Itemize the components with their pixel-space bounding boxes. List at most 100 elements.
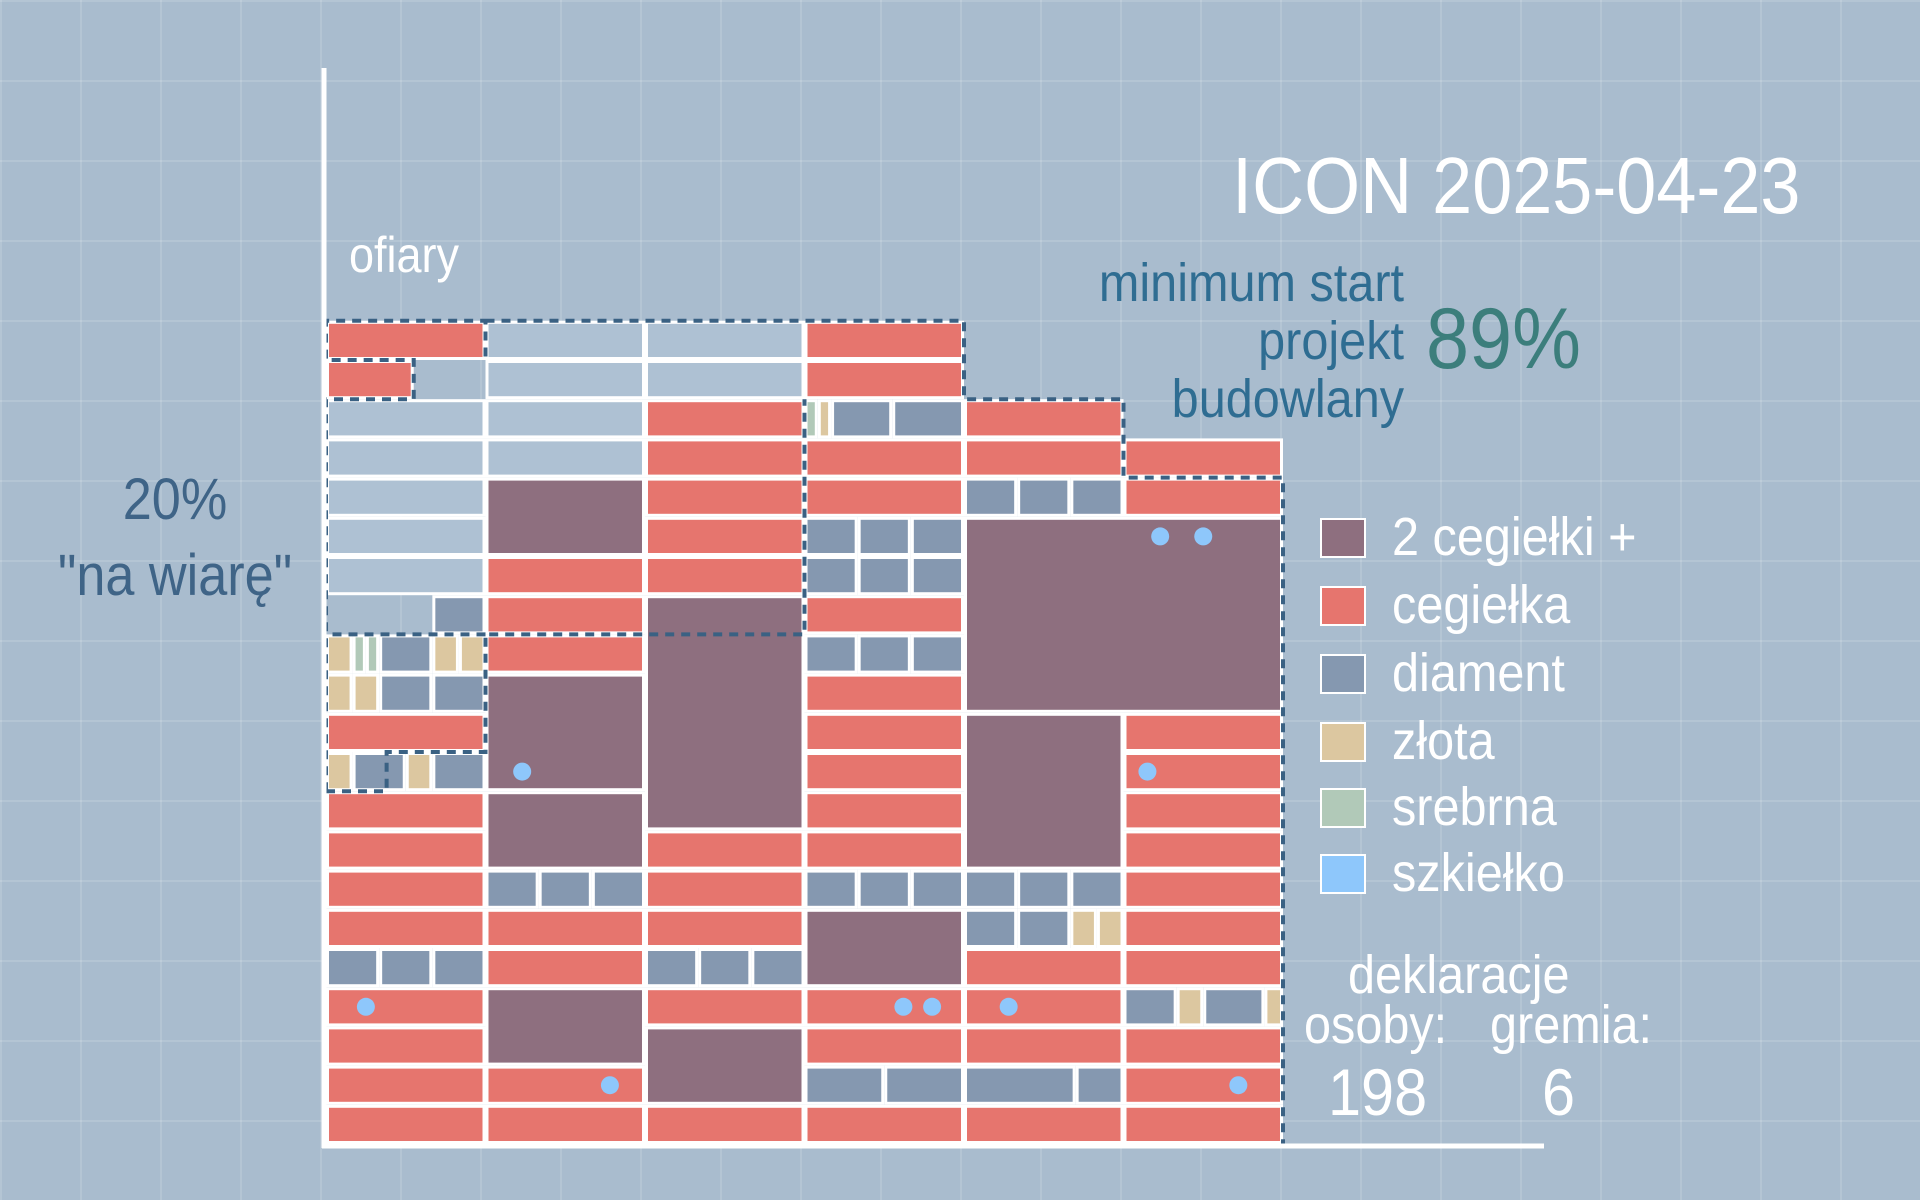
block-brick [326, 1104, 486, 1145]
faith-percent: 20% [122, 467, 228, 532]
block-brick [645, 438, 805, 478]
block-brick [804, 595, 964, 635]
block-brick [645, 556, 805, 596]
block-gold [352, 673, 380, 713]
block-empty [485, 438, 645, 478]
chart-title: ICON 2025-04-23 [1231, 141, 1800, 230]
block-brick [964, 438, 1124, 478]
block-gold [1264, 987, 1284, 1027]
block-brick [326, 830, 486, 870]
block-brick [326, 320, 486, 360]
block-gold [1176, 987, 1204, 1027]
block-gold [326, 752, 353, 792]
block-brick [804, 360, 964, 400]
persons-label: osoby: [1304, 995, 1448, 1055]
groups-count: 6 [1542, 1055, 1576, 1129]
block-brick [645, 477, 805, 517]
block-brick [804, 830, 964, 870]
block-brick [804, 438, 964, 478]
block-brick [1123, 830, 1283, 870]
block-brick [804, 712, 964, 752]
block-empty [645, 320, 805, 360]
block-brick [1123, 438, 1283, 478]
block-diamond [538, 869, 592, 909]
block-diamond [857, 516, 911, 556]
block-two-bricks [485, 477, 645, 557]
block-diamond [1017, 477, 1071, 517]
block-diamond [804, 634, 858, 674]
chart-cells [326, 320, 1284, 1145]
block-brick [1123, 908, 1283, 948]
legend-label: diament [1392, 643, 1565, 703]
block-brick [645, 869, 805, 909]
block-brick [485, 948, 645, 988]
block-gold [405, 752, 433, 792]
block-diamond [1075, 1065, 1124, 1105]
block-two-bricks [645, 1026, 805, 1105]
block-diamond [352, 752, 406, 792]
legend-swatch-gold [1320, 722, 1366, 762]
block-brick [485, 908, 645, 948]
block-brick [1123, 477, 1283, 517]
block-diamond [804, 516, 858, 556]
block-diamond [857, 869, 911, 909]
block-diamond [831, 399, 893, 439]
glass-marker [923, 997, 942, 1016]
block-brick [485, 1104, 645, 1145]
block-diamond [379, 634, 433, 674]
block-gold [326, 634, 353, 674]
block-brick [326, 791, 486, 831]
block-gold [817, 399, 832, 439]
legend-label: złota [1392, 711, 1495, 771]
block-brick [804, 752, 964, 792]
block-brick [1123, 1065, 1283, 1105]
groups-label: gremia: [1490, 995, 1653, 1055]
declarations-title: deklaracje [1348, 945, 1570, 1005]
faith-note: 20% "na wiarę" [54, 462, 297, 614]
block-brick [964, 1026, 1124, 1066]
block-diamond [379, 673, 433, 713]
glass-marker [999, 997, 1018, 1016]
block-gold [458, 634, 486, 674]
block-silver [352, 634, 366, 674]
block-brick [804, 791, 964, 831]
block-brick [485, 556, 645, 596]
glass-marker [1151, 527, 1170, 546]
block-diamond [432, 595, 486, 635]
block-diamond [645, 948, 699, 988]
block-brick [804, 1026, 964, 1066]
glass-marker [1229, 1076, 1248, 1095]
legend-swatch-silver [1320, 788, 1366, 828]
block-silver [804, 399, 818, 439]
block-diamond [1203, 987, 1265, 1027]
block-diamond [326, 948, 380, 988]
legend-swatch-two-bricks [1320, 518, 1366, 558]
block-empty [326, 399, 486, 439]
block-diamond [591, 869, 645, 909]
block-diamond [432, 752, 486, 792]
block-brick [1123, 948, 1283, 988]
block-two-bricks [964, 712, 1124, 870]
block-gold [1096, 908, 1124, 948]
block-brick [964, 1104, 1124, 1145]
legend-swatch-glass [1320, 854, 1366, 894]
legend-label: 2 cegiełki + [1392, 507, 1637, 567]
block-brick [1123, 791, 1283, 831]
block-brick [1123, 869, 1283, 909]
block-brick [326, 869, 486, 909]
block-brick [804, 320, 964, 360]
persons-count: 198 [1328, 1055, 1428, 1129]
block-brick [645, 908, 805, 948]
block-diamond [964, 908, 1018, 948]
block-gold [326, 673, 353, 713]
block-diamond [910, 869, 964, 909]
block-diamond [857, 634, 911, 674]
block-empty [326, 516, 486, 556]
block-brick [485, 1065, 645, 1105]
block-brick [485, 634, 645, 674]
chart-axes [321, 68, 1544, 1149]
glass-marker [1138, 762, 1157, 781]
block-diamond [964, 477, 1018, 517]
glass-marker [356, 997, 375, 1016]
